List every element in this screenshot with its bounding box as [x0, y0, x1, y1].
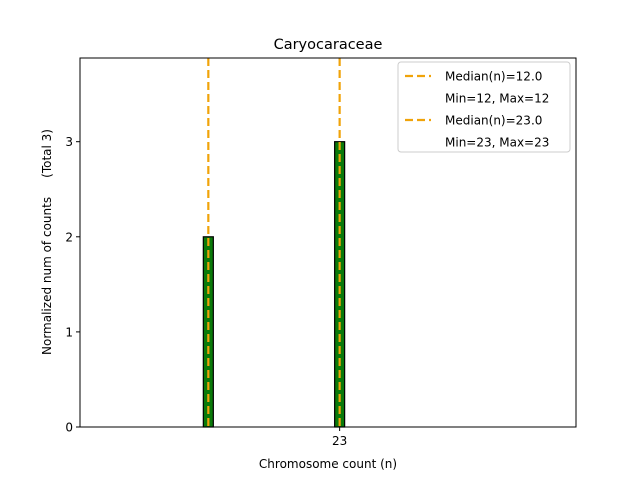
- legend-entry-label: Median(n)=12.0: [445, 70, 542, 84]
- legend-entry-label: Median(n)=23.0: [445, 114, 542, 128]
- y-tick-label: 1: [65, 325, 73, 339]
- plot-area: [80, 58, 346, 428]
- chart-title: Caryocaraceae: [274, 37, 383, 53]
- y-tick-label: 2: [65, 230, 73, 244]
- legend: Median(n)=12.0 Min=12, Max=12 Median(n)=23…: [397, 61, 571, 153]
- y-axis: 0 1 2 3: [65, 135, 80, 435]
- plot-frame: [79, 57, 577, 428]
- y-tick-label: 0: [65, 421, 73, 435]
- legend-entry-range: Min=23, Max=23: [445, 136, 549, 150]
- legend-entry-range: Min=12, Max=12: [445, 92, 549, 106]
- x-axis: 23: [332, 427, 347, 448]
- y-tick-label: 3: [65, 135, 73, 149]
- x-tick-label: 23: [332, 434, 347, 448]
- y-axis-label: Normalized num of counts (Total 3): [40, 129, 54, 355]
- x-axis-label: Chromosome count (n): [259, 457, 397, 471]
- legend-box: [397, 61, 571, 153]
